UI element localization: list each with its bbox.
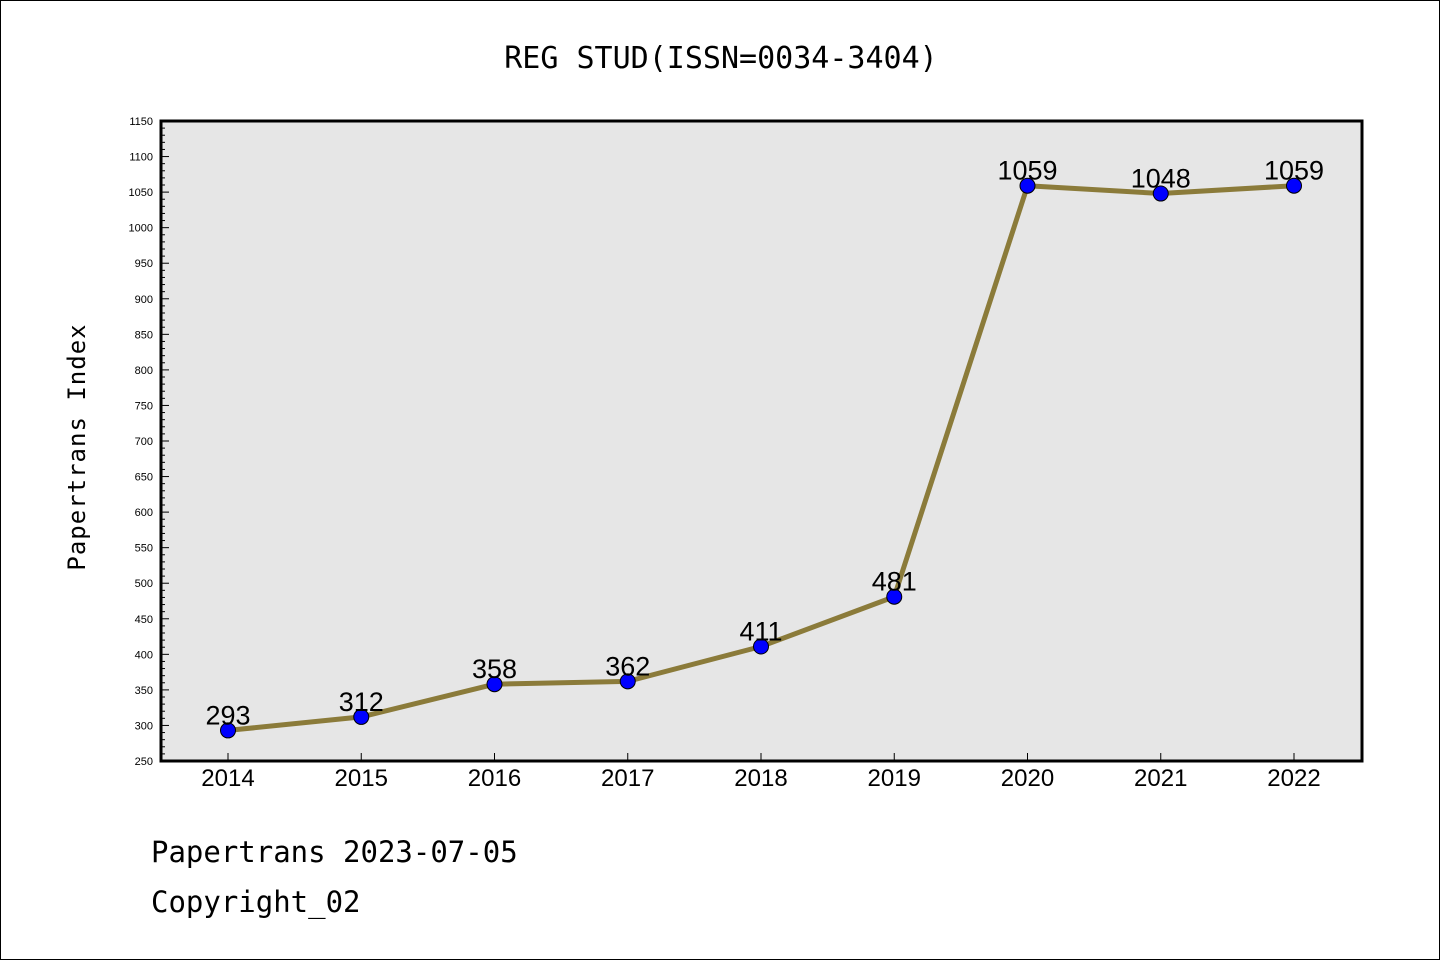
plot-border [159,119,1364,763]
x-tick-label: 2018 [734,765,787,792]
x-tick-label: 2015 [335,765,388,792]
y-tick-label: 500 [135,578,153,590]
data-point [486,676,503,693]
y-tick-label: 350 [135,685,153,697]
data-point [619,673,636,690]
y-tick-label: 1050 [129,187,153,199]
y-tick-label: 750 [135,400,153,412]
x-tick-label: 2021 [1134,765,1187,792]
data-point [886,588,903,605]
y-tick-label: 800 [135,365,153,377]
data-label: 293 [205,700,250,730]
x-tick-label: 2014 [201,765,254,792]
x-tick-label: 2017 [601,765,654,792]
y-tick-label: 400 [135,649,153,661]
y-tick-label: 1100 [129,152,153,164]
data-label: 1059 [1264,156,1324,186]
y-tick-label: 700 [135,436,153,448]
y-tick-label: 950 [135,258,153,270]
y-tick-label: 650 [135,472,153,484]
y-tick-label: 900 [135,294,153,306]
y-tick-label: 300 [135,720,153,732]
y-tick-label: 250 [135,756,153,768]
footer-date: Papertrans 2023-07-05 [151,835,518,869]
y-tick-label: 550 [135,543,153,555]
x-tick-label: 2022 [1267,765,1320,792]
data-label: 1048 [1131,164,1191,194]
y-tick-label: 600 [135,507,153,519]
x-tick-label: 2020 [1001,765,1054,792]
footer-copyright: Copyright_02 [151,885,361,919]
y-axis-label: Papertrans Index [63,323,91,570]
x-tick-label: 2016 [468,765,521,792]
data-label: 312 [339,687,384,717]
data-label: 1059 [997,156,1057,186]
x-tick-label: 2019 [868,765,921,792]
data-point [220,722,236,739]
data-point [753,638,769,655]
y-tick-label: 450 [135,614,153,626]
data-point [1286,177,1302,194]
data-point [1152,185,1169,202]
data-label: 481 [872,567,917,597]
y-tick-label: 1000 [129,223,153,235]
chart-title: REG STUD(ISSN=0034-3404) [504,41,937,76]
y-tick-label: 850 [135,329,153,341]
data-label: 362 [605,651,650,681]
data-point [1019,177,1036,194]
data-label: 358 [472,654,517,684]
data-point [353,708,370,725]
y-tick-label: 1150 [129,116,153,128]
data-label: 411 [739,617,782,647]
plot-area [161,121,1362,761]
